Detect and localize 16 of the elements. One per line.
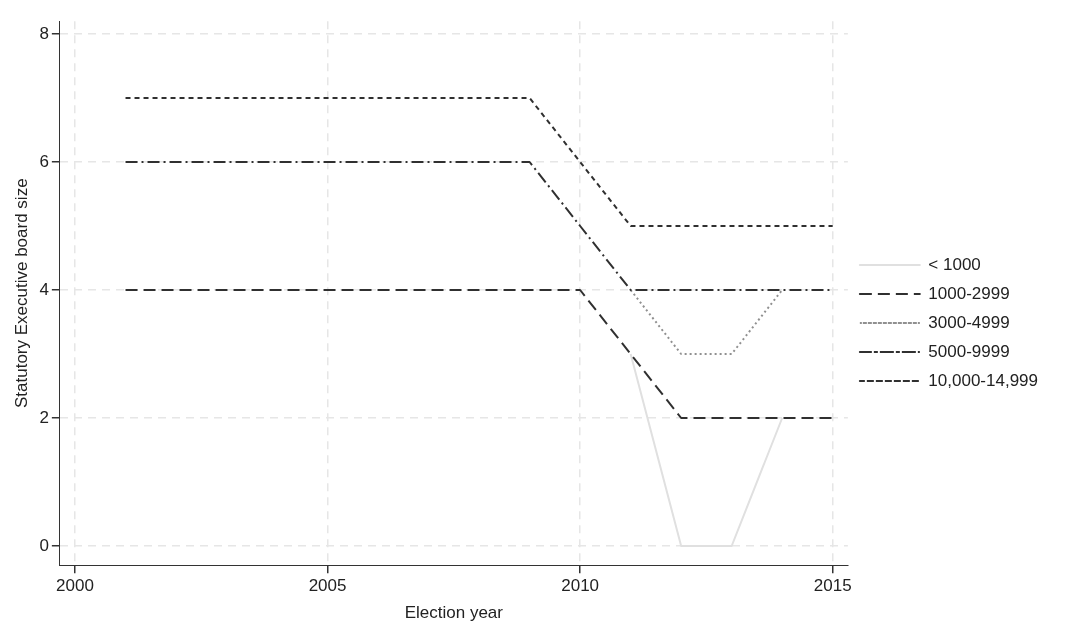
x-tick-label: 2000 <box>56 576 94 596</box>
legend-label: 1000-2999 <box>928 283 1010 303</box>
legend-label: 3000-4999 <box>928 312 1010 332</box>
legend-label: 10,000-14,999 <box>928 370 1038 390</box>
y-tick-label: 8 <box>39 23 49 43</box>
x-axis-title: Election year <box>404 603 504 623</box>
y-tick-label: 0 <box>39 535 49 555</box>
x-tick-label: 2015 <box>813 576 852 596</box>
y-tick-label: 2 <box>39 407 49 427</box>
y-tick-label: 6 <box>39 151 49 171</box>
x-tick-label: 2005 <box>308 576 347 596</box>
x-tick-label: 2010 <box>561 576 600 596</box>
y-axis-title: Statutory Executive board size <box>11 178 31 409</box>
y-tick-label: 4 <box>39 279 49 299</box>
legend-label: 5000-9999 <box>928 341 1010 361</box>
legend-label: < 1000 <box>928 254 981 274</box>
